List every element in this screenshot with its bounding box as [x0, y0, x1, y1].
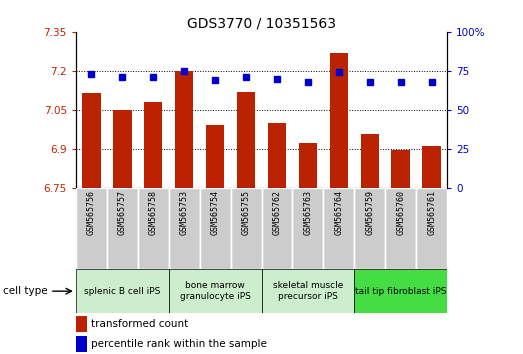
- Bar: [107, 188, 138, 269]
- Text: GSM565762: GSM565762: [272, 190, 281, 235]
- Bar: [237, 92, 255, 188]
- Text: GSM565761: GSM565761: [427, 190, 436, 235]
- Bar: [262, 188, 292, 269]
- Text: cell type: cell type: [3, 286, 47, 296]
- Bar: [292, 188, 323, 269]
- Bar: [82, 93, 100, 188]
- Text: GSM565758: GSM565758: [149, 190, 158, 235]
- Bar: [231, 188, 262, 269]
- Bar: [206, 125, 224, 188]
- Bar: [416, 188, 447, 269]
- Bar: [385, 188, 416, 269]
- Bar: [76, 269, 168, 313]
- Bar: [168, 269, 262, 313]
- Bar: [391, 150, 410, 188]
- Text: GSM565760: GSM565760: [396, 190, 405, 235]
- Bar: [168, 188, 200, 269]
- Bar: [76, 316, 87, 332]
- Title: GDS3770 / 10351563: GDS3770 / 10351563: [187, 17, 336, 31]
- Bar: [423, 146, 441, 188]
- Bar: [323, 188, 355, 269]
- Text: percentile rank within the sample: percentile rank within the sample: [90, 339, 267, 349]
- Bar: [360, 135, 379, 188]
- Bar: [299, 143, 317, 188]
- Text: transformed count: transformed count: [90, 319, 188, 329]
- Bar: [355, 269, 447, 313]
- Bar: [200, 188, 231, 269]
- Bar: [144, 102, 163, 188]
- Bar: [175, 71, 194, 188]
- Bar: [355, 188, 385, 269]
- Text: tail tip fibroblast iPS: tail tip fibroblast iPS: [355, 287, 447, 296]
- Bar: [76, 337, 87, 352]
- Bar: [76, 188, 107, 269]
- Text: splenic B cell iPS: splenic B cell iPS: [84, 287, 161, 296]
- Bar: [268, 123, 286, 188]
- Bar: [262, 269, 355, 313]
- Text: GSM565757: GSM565757: [118, 190, 127, 235]
- Text: GSM565756: GSM565756: [87, 190, 96, 235]
- Text: bone marrow
granulocyte iPS: bone marrow granulocyte iPS: [179, 281, 251, 301]
- Bar: [329, 53, 348, 188]
- Text: GSM565753: GSM565753: [179, 190, 189, 235]
- Text: GSM565763: GSM565763: [303, 190, 312, 235]
- Text: skeletal muscle
precursor iPS: skeletal muscle precursor iPS: [272, 281, 343, 301]
- Text: GSM565754: GSM565754: [211, 190, 220, 235]
- Text: GSM565764: GSM565764: [334, 190, 344, 235]
- Text: GSM565759: GSM565759: [365, 190, 374, 235]
- Bar: [138, 188, 168, 269]
- Bar: [113, 110, 131, 188]
- Text: GSM565755: GSM565755: [242, 190, 251, 235]
